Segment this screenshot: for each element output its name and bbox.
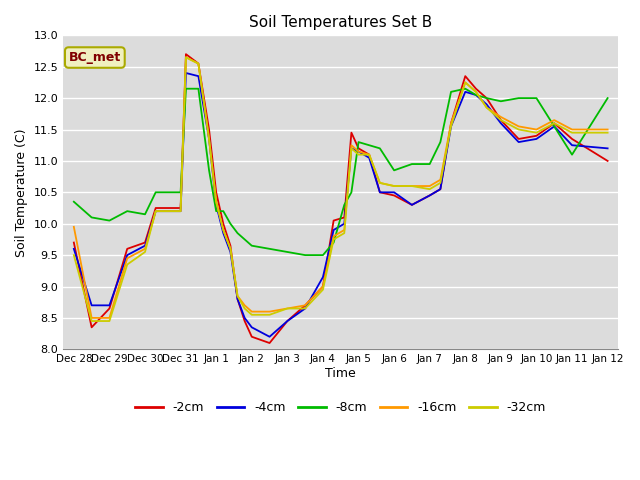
- Legend: -2cm, -4cm, -8cm, -16cm, -32cm: -2cm, -4cm, -8cm, -16cm, -32cm: [131, 396, 551, 420]
- Text: BC_met: BC_met: [68, 51, 121, 64]
- Y-axis label: Soil Temperature (C): Soil Temperature (C): [15, 128, 28, 257]
- Title: Soil Temperatures Set B: Soil Temperatures Set B: [249, 15, 433, 30]
- X-axis label: Time: Time: [325, 367, 356, 380]
